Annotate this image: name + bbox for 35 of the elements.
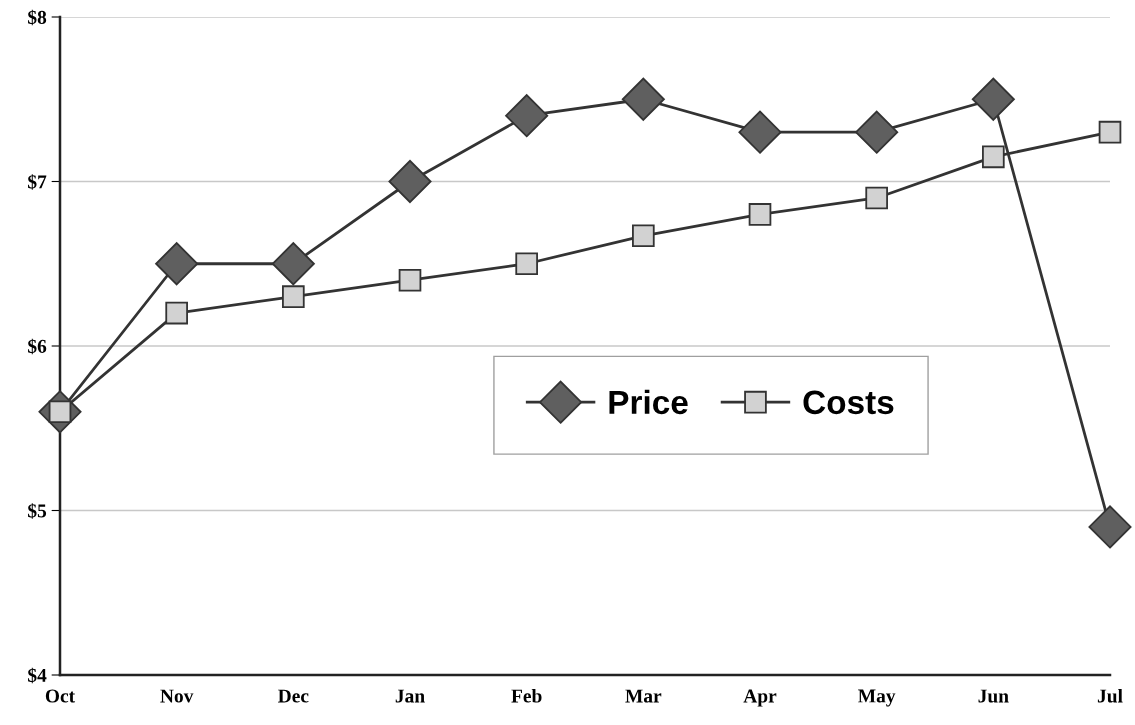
x-tick-label: Mar [625, 689, 662, 703]
x-tick-label: Dec [278, 689, 309, 703]
point [1088, 505, 1132, 549]
point [748, 203, 772, 226]
x-tick-label: Jun [978, 689, 1009, 703]
point [632, 224, 655, 248]
point [282, 285, 305, 308]
y-tick-label: $7 [28, 174, 47, 190]
point [271, 242, 315, 286]
y-tick-label: $4 [28, 667, 47, 684]
x-tick-label: Oct [45, 689, 76, 703]
legend-label: Costs [803, 390, 894, 415]
point [865, 186, 888, 210]
x-tick-label: Jul [1097, 688, 1123, 703]
point [388, 159, 432, 204]
y-tick-label: $6 [28, 338, 47, 355]
point [971, 77, 1015, 121]
x-tick-label: Nov [160, 689, 194, 703]
legend-label: Price [609, 389, 688, 415]
y-tick-label: $5 [28, 503, 47, 519]
x-tick-label: Feb [511, 688, 542, 703]
point [515, 252, 538, 276]
point [621, 77, 665, 121]
point [738, 110, 782, 154]
x-tick-label: Apr [743, 689, 777, 707]
point [165, 301, 188, 325]
point [155, 242, 199, 286]
x-tick-label: Jan [395, 689, 425, 703]
point [855, 110, 899, 154]
point [398, 268, 422, 292]
y-tick-label: $8 [28, 9, 47, 26]
x-tick-label: May [858, 689, 896, 707]
point [982, 145, 1005, 169]
point [505, 94, 549, 138]
point [1098, 120, 1122, 144]
